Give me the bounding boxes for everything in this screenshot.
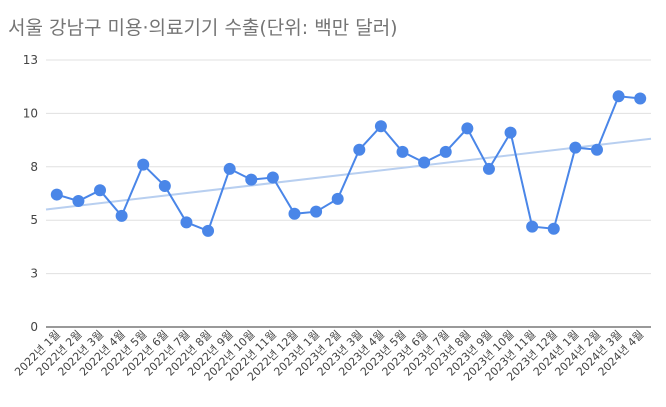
gridlines	[46, 59, 651, 275]
data-point	[547, 222, 560, 235]
data-point	[569, 141, 582, 154]
data-point	[115, 209, 128, 222]
data-point	[374, 120, 387, 133]
data-point	[353, 143, 366, 156]
y-tick-label: 8	[30, 160, 38, 174]
y-tick-label: 3	[30, 267, 38, 281]
data-point	[482, 162, 495, 175]
data-point	[266, 171, 279, 184]
data-point	[50, 188, 63, 201]
y-tick-label: 0	[30, 320, 38, 334]
data-point	[439, 145, 452, 158]
data-point	[180, 216, 193, 229]
data-point	[223, 162, 236, 175]
chart-title: 서울 강남구 미용·의료기기 수출(단위: 백만 달러)	[8, 17, 398, 39]
data-point	[94, 184, 107, 197]
y-axis-ticks: 0 3 5 8 10 13	[23, 53, 38, 334]
data-points	[50, 90, 647, 237]
data-point	[72, 194, 85, 207]
data-point	[245, 173, 258, 186]
data-point	[310, 205, 323, 218]
data-point	[634, 92, 647, 105]
y-tick-label: 13	[23, 53, 38, 67]
data-point	[612, 90, 625, 103]
data-point	[526, 220, 539, 233]
y-tick-label: 10	[23, 106, 38, 120]
data-point	[461, 122, 474, 135]
data-point	[396, 145, 409, 158]
data-point	[288, 207, 301, 220]
series-line	[56, 95, 641, 233]
y-tick-label: 5	[30, 213, 38, 227]
data-point	[137, 158, 150, 171]
data-point	[418, 156, 431, 169]
data-point	[202, 224, 215, 237]
data-point	[590, 143, 603, 156]
data-point	[504, 126, 517, 139]
data-point	[331, 192, 344, 205]
data-point	[158, 180, 171, 193]
